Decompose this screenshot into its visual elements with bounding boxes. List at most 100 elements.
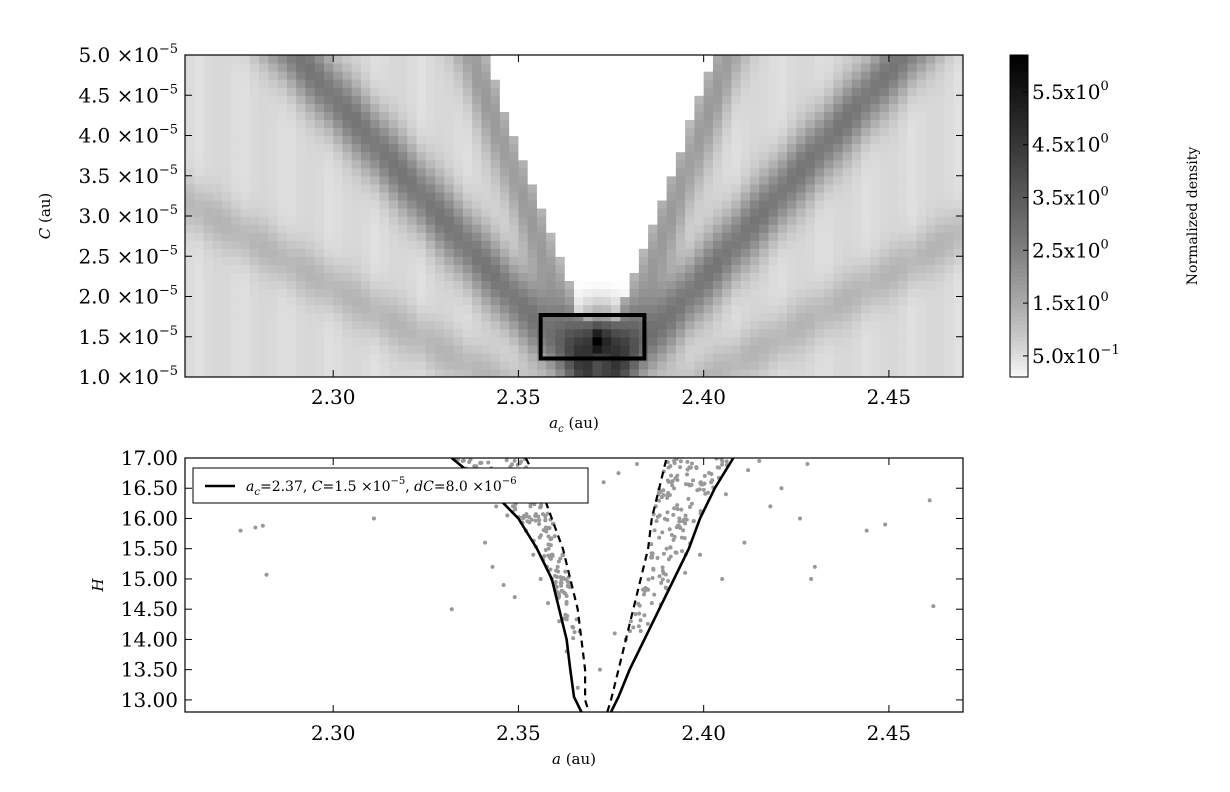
heatmap-cell: [481, 280, 492, 290]
heatmap-cell: [536, 248, 547, 257]
heatmap-cell: [314, 143, 325, 153]
heatmap-cell: [787, 55, 797, 64]
heatmap-cell: [796, 183, 807, 193]
heatmap-cell: [453, 79, 464, 88]
heatmap-cell: [490, 111, 501, 120]
heatmap-cell: [777, 336, 788, 346]
heatmap-cell: [203, 280, 214, 290]
heatmap-cell: [861, 191, 871, 201]
heatmap-cell: [398, 63, 408, 72]
heatmap-cell: [898, 232, 909, 241]
heatmap-cell: [314, 79, 325, 88]
heatmap-cell: [842, 191, 853, 201]
legend-box: [192, 467, 589, 504]
colorbar-step: [1010, 119, 1028, 125]
heatmap-cell: [824, 167, 834, 177]
heatmap-cell: [870, 71, 881, 80]
heatmap-cell: [296, 79, 307, 88]
heatmap-cell: [435, 248, 445, 257]
heatmap-cell: [888, 95, 899, 104]
heatmap-cell: [444, 79, 455, 88]
heatmap-cell: [805, 63, 816, 72]
heatmap-cell: [601, 207, 612, 217]
heatmap-cell: [648, 127, 658, 137]
heatmap-cell: [731, 167, 742, 177]
heatmap-cell: [509, 328, 520, 338]
heatmap-cell: [416, 63, 427, 72]
heatmap-cell: [212, 352, 223, 362]
heatmap-cell: [685, 288, 696, 298]
scatter-point: [558, 556, 563, 561]
heatmap-cell: [888, 135, 899, 145]
heatmap-cell: [703, 272, 714, 281]
heatmap-cell: [925, 127, 936, 137]
heatmap-cell: [185, 328, 195, 338]
heatmap-cell: [444, 240, 455, 249]
heatmap-cell: [314, 87, 325, 96]
heatmap-cell: [620, 368, 631, 377]
heatmap-cell: [286, 207, 297, 217]
heatmap-cell: [398, 344, 408, 354]
heatmap-cell: [453, 135, 464, 145]
heatmap-cell: [611, 224, 621, 233]
heatmap-cell: [194, 240, 205, 249]
scatter-point: [672, 506, 677, 511]
heatmap-cell: [509, 280, 520, 290]
heatmap-cell: [916, 248, 927, 257]
heatmap-cell: [323, 199, 334, 209]
heatmap-cell: [342, 87, 353, 96]
heatmap-cell: [360, 360, 371, 370]
heatmap-cell: [916, 55, 927, 64]
heatmap-cell: [203, 71, 214, 80]
heatmap-cell: [231, 63, 242, 72]
heatmap-cell: [685, 272, 696, 281]
heatmap-cell: [824, 304, 834, 314]
heatmap-cell: [907, 87, 918, 96]
heatmap-cell: [925, 312, 936, 322]
heatmap-cell: [870, 320, 881, 330]
heatmap-cell: [740, 304, 751, 314]
heatmap-cell: [879, 272, 890, 281]
heatmap-cell: [601, 256, 612, 265]
heatmap-cell: [222, 312, 232, 322]
heatmap-cell: [277, 135, 288, 145]
heatmap-cell: [416, 256, 427, 265]
heatmap-cell: [527, 183, 538, 193]
heatmap-cell: [323, 336, 334, 346]
heatmap-cell: [536, 272, 547, 281]
heatmap-cell: [685, 103, 696, 112]
heatmap-cell: [611, 288, 621, 298]
heatmap-cell: [472, 240, 482, 249]
heatmap-cell: [249, 264, 260, 273]
heatmap-cell: [620, 183, 631, 193]
heatmap-cell: [611, 143, 621, 153]
heatmap-cell: [379, 207, 390, 217]
heatmap-cell: [870, 159, 881, 169]
heatmap-cell: [370, 280, 381, 290]
colorbar-step: [1010, 248, 1028, 253]
heatmap-cell: [555, 232, 566, 241]
heatmap-cell: [712, 87, 723, 96]
heatmap-cell: [499, 360, 510, 370]
heatmap-cell: [305, 256, 316, 265]
heatmap-cell: [249, 224, 260, 233]
heatmap-cell: [296, 71, 307, 80]
heatmap-cell: [259, 304, 269, 314]
scatter-point: [538, 533, 543, 538]
heatmap-cell: [768, 183, 779, 193]
heatmap-cell: [240, 103, 251, 112]
heatmap-cell: [953, 191, 963, 201]
heatmap-cell: [296, 312, 307, 322]
heatmap-cell: [435, 264, 445, 273]
heatmap-cell: [731, 352, 742, 362]
heatmap-cell: [379, 191, 390, 201]
heatmap-cell: [583, 344, 594, 354]
heatmap-cell: [203, 360, 214, 370]
heatmap-cell: [277, 55, 288, 64]
heatmap-cell: [759, 368, 770, 377]
heatmap-cell: [712, 312, 723, 322]
heatmap-cell: [574, 336, 584, 346]
heatmap-cell: [712, 328, 723, 338]
heatmap-cell: [759, 111, 770, 120]
heatmap-cell: [749, 151, 760, 161]
